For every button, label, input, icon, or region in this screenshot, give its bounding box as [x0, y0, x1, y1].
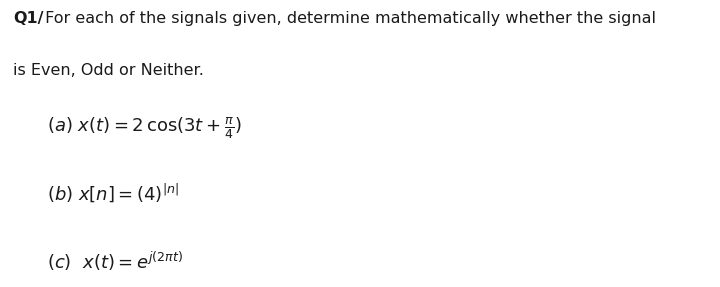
Text: Q1/: Q1/ — [13, 11, 43, 26]
Text: $(c)\ \ x(t) = e^{j(2\pi t)}$: $(c)\ \ x(t) = e^{j(2\pi t)}$ — [47, 250, 183, 273]
Text: For each of the signals given, determine mathematically whether the signal: For each of the signals given, determine… — [40, 11, 656, 26]
Text: $(a)\ x(t) = 2\,\cos(3t + \frac{\pi}{4})$: $(a)\ x(t) = 2\,\cos(3t + \frac{\pi}{4})… — [47, 115, 242, 141]
Text: $(b)\ x[n] = (4)^{|n|}$: $(b)\ x[n] = (4)^{|n|}$ — [47, 181, 179, 203]
Text: is Even, Odd or Neither.: is Even, Odd or Neither. — [13, 63, 204, 78]
